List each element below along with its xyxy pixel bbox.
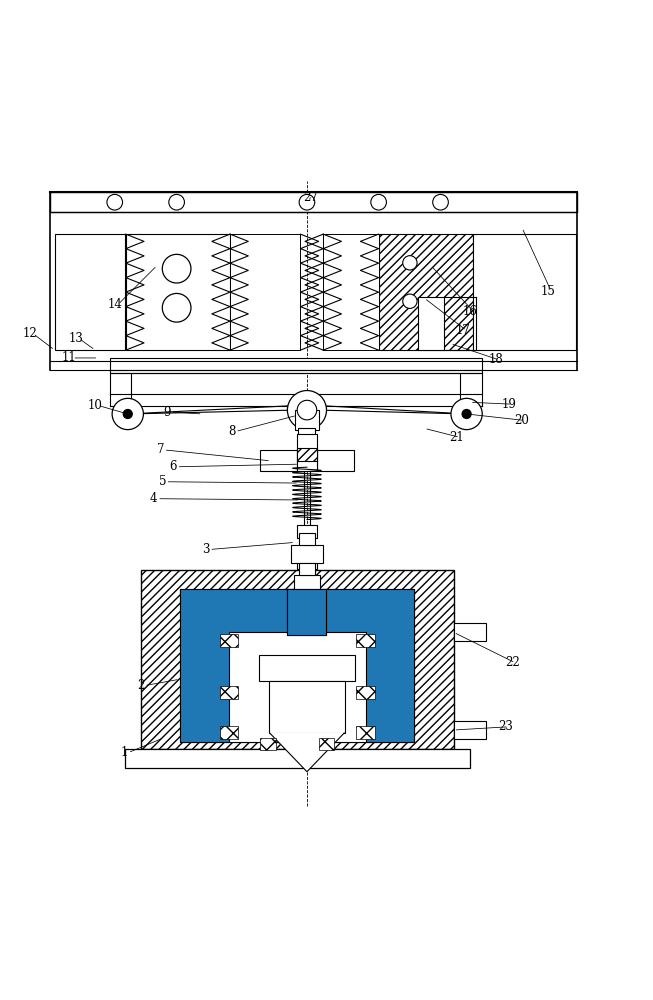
Bar — [219, 686, 238, 699]
Text: 7: 7 — [157, 443, 164, 456]
Bar — [317, 450, 354, 471]
Bar — [219, 726, 238, 739]
Text: 8: 8 — [229, 425, 236, 438]
Bar — [357, 686, 375, 699]
Bar — [287, 589, 326, 635]
Bar — [55, 234, 125, 350]
Circle shape — [299, 194, 315, 210]
Bar — [287, 589, 326, 635]
Bar — [297, 613, 317, 626]
Circle shape — [371, 194, 387, 210]
Polygon shape — [269, 733, 345, 772]
Bar — [50, 192, 577, 212]
Text: 6: 6 — [170, 460, 177, 473]
Circle shape — [107, 194, 123, 210]
Circle shape — [433, 194, 449, 210]
Text: 12: 12 — [23, 327, 37, 340]
Text: 14: 14 — [107, 298, 122, 311]
Bar — [291, 545, 323, 563]
Text: 20: 20 — [515, 414, 530, 427]
Bar — [418, 297, 444, 350]
Bar — [357, 634, 375, 647]
Circle shape — [451, 398, 482, 430]
Bar — [141, 570, 454, 749]
Bar — [291, 595, 323, 615]
Bar — [180, 589, 415, 742]
Bar — [454, 623, 486, 641]
Text: 27: 27 — [303, 191, 317, 204]
Bar — [260, 450, 296, 471]
Bar — [379, 234, 473, 350]
Circle shape — [403, 294, 417, 308]
Bar — [296, 557, 317, 569]
Text: 19: 19 — [502, 398, 517, 411]
Circle shape — [169, 194, 184, 210]
Bar — [230, 234, 300, 350]
Bar — [319, 738, 334, 750]
Bar — [296, 434, 317, 471]
Bar — [126, 234, 230, 350]
Text: 2: 2 — [137, 679, 144, 692]
Bar — [125, 749, 470, 768]
Circle shape — [163, 254, 191, 283]
Bar — [357, 726, 375, 739]
Circle shape — [123, 409, 133, 419]
Text: 11: 11 — [62, 351, 76, 364]
Text: 21: 21 — [449, 431, 464, 444]
Bar — [323, 234, 379, 350]
Text: 9: 9 — [163, 406, 170, 419]
Bar — [296, 448, 317, 461]
Text: 4: 4 — [150, 492, 157, 505]
Bar — [229, 632, 366, 742]
Bar — [296, 525, 317, 538]
Bar — [110, 358, 481, 373]
Bar — [180, 589, 415, 632]
Circle shape — [462, 409, 471, 419]
Bar — [295, 410, 319, 430]
Bar — [219, 634, 238, 647]
Bar — [454, 721, 486, 739]
Circle shape — [403, 256, 417, 270]
Circle shape — [112, 398, 144, 430]
Bar — [473, 234, 576, 350]
Text: 23: 23 — [498, 720, 513, 733]
Bar — [269, 681, 345, 733]
Text: 5: 5 — [159, 475, 166, 488]
Text: 1: 1 — [121, 746, 128, 759]
Bar — [298, 428, 315, 437]
Bar — [299, 563, 315, 575]
Bar — [259, 655, 355, 681]
Text: 16: 16 — [462, 305, 477, 318]
Circle shape — [297, 400, 317, 420]
Circle shape — [163, 293, 191, 322]
Bar — [180, 632, 229, 742]
Text: 3: 3 — [202, 543, 210, 556]
Text: 18: 18 — [488, 353, 503, 366]
Bar — [260, 738, 276, 750]
Text: 22: 22 — [505, 656, 520, 669]
Circle shape — [287, 391, 326, 430]
Bar — [366, 632, 415, 742]
Bar — [299, 533, 315, 545]
Text: 13: 13 — [68, 332, 83, 345]
Text: 17: 17 — [456, 324, 471, 337]
Text: 15: 15 — [541, 285, 556, 298]
Text: 10: 10 — [88, 399, 103, 412]
Bar — [294, 575, 320, 589]
